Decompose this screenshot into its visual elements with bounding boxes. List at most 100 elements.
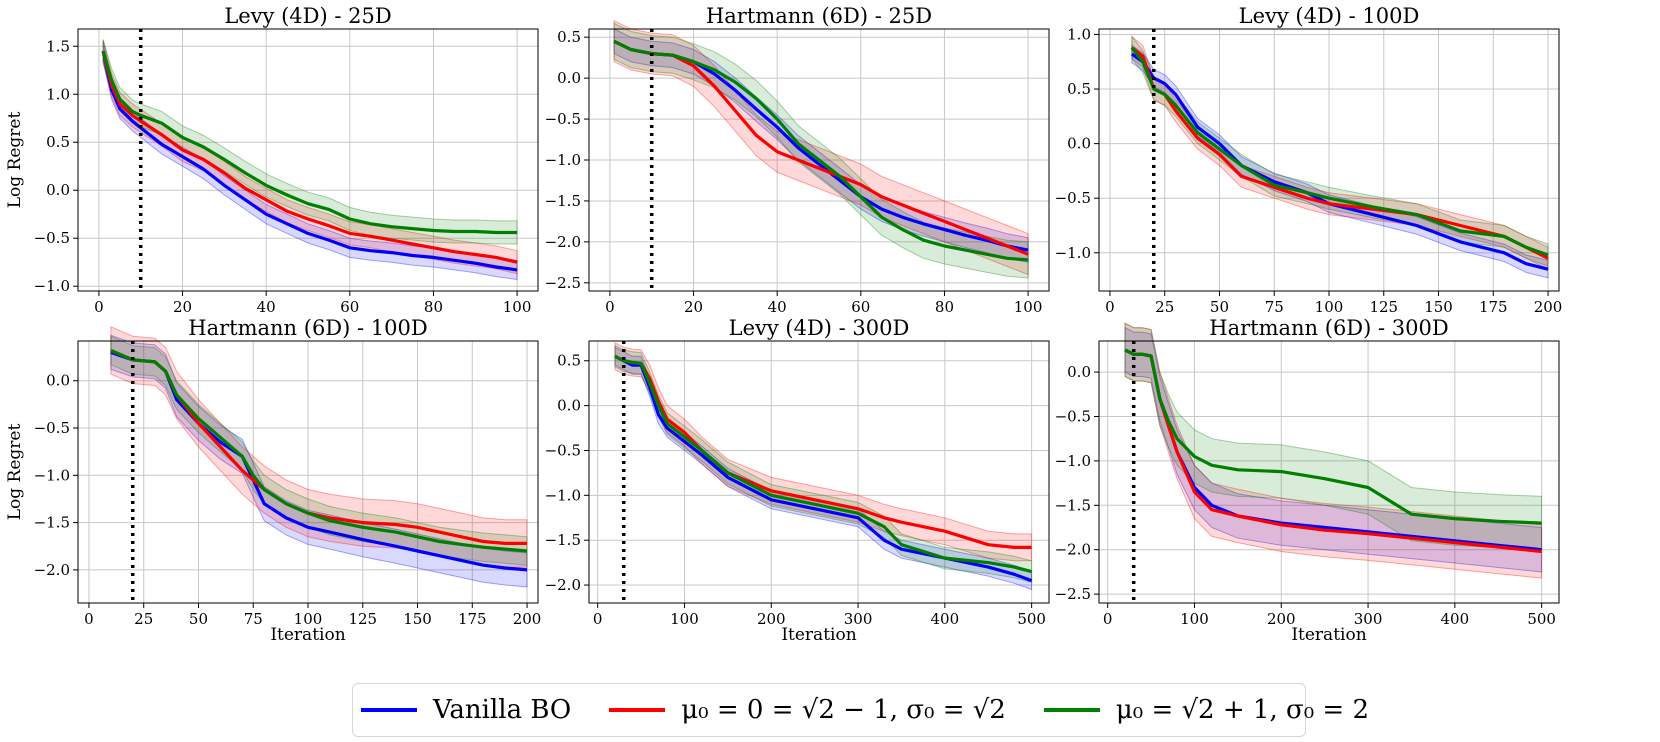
x-tick-label: 80 (424, 298, 443, 316)
y-tick-label: −0.5 (34, 229, 70, 247)
series-line-vanilla (1130, 52, 1549, 271)
y-tick-label: −1.0 (545, 151, 581, 169)
band-green (613, 22, 1029, 279)
x-tick-label: 500 (1017, 610, 1046, 628)
plot-frame (1098, 340, 1560, 604)
series-line-green (613, 39, 1029, 262)
x-axis-label: Iteration (270, 625, 345, 645)
series-line-green (614, 354, 1033, 574)
y-tick-label: −0.5 (1055, 407, 1091, 425)
x-tick-label: 0 (94, 298, 104, 316)
legend-label-vanilla: Vanilla BO (433, 695, 572, 725)
y-tick-label: −2.0 (545, 576, 581, 594)
chart-title: Hartmann (6D) - 25D (706, 4, 932, 28)
x-tick-label: 400 (931, 610, 960, 628)
x-tick-label: 100 (1315, 298, 1344, 316)
y-tick-label: −0.5 (545, 110, 581, 128)
x-tick-label: 25 (134, 610, 153, 628)
y-tick-label: −1.0 (34, 466, 70, 484)
legend: Vanilla BO μ₀ = 0 = √2 − 1, σ₀ = √2 μ₀ =… (352, 683, 1369, 737)
legend-label-red: μ₀ = 0 = √2 − 1, σ₀ = √2 (681, 695, 1006, 725)
x-tick-label: 0 (605, 298, 615, 316)
legend-swatch-red (609, 708, 666, 712)
chart-panel-5: 0 100 200 300 400 500 −2.0 −1.5 −1.0 −0.5 0.0 0.5 Le… (545, 316, 1050, 645)
series-line-green (101, 50, 518, 235)
x-tick-label: 20 (173, 298, 192, 316)
x-tick-label: 40 (768, 298, 787, 316)
chart-title: Hartmann (6D) - 300D (1209, 316, 1448, 340)
x-tick-label: 100 (503, 298, 532, 316)
x-tick-label: 150 (1424, 298, 1453, 316)
y-axis-label: Log Regret (5, 112, 25, 209)
x-tick-label: 300 (1354, 610, 1383, 628)
y-tick-label: −1.0 (545, 486, 581, 504)
x-tick-label: 75 (244, 610, 263, 628)
x-tick-label: 200 (757, 610, 786, 628)
band-red (614, 341, 1033, 562)
legend-swatch-green (1043, 708, 1100, 712)
y-tick-label: −1.0 (1055, 452, 1091, 470)
x-tick-label: 75 (1265, 298, 1284, 316)
y-tick-label: −1.0 (1055, 244, 1091, 262)
chart-panel-6: 0 100 200 300 400 500 −2.5 −2.0 −1.5 −1.0 −0.5 0.0 H… (1055, 316, 1560, 645)
x-tick-label: 125 (348, 610, 377, 628)
x-tick-label: 100 (670, 610, 699, 628)
y-tick-label: −2.5 (545, 274, 581, 292)
plot-frame (77, 28, 539, 292)
x-tick-label: 40 (257, 298, 276, 316)
legend-label-green: μ₀ = √2 + 1, σ₀ = 2 (1115, 695, 1370, 725)
y-tick-label: −0.5 (545, 441, 581, 459)
x-tick-label: 100 (294, 610, 323, 628)
series-line-vanilla (101, 50, 518, 272)
y-tick-label: 0.5 (557, 352, 581, 370)
y-tick-label: 0.5 (46, 133, 70, 151)
y-tick-label: −0.5 (34, 419, 70, 437)
legend-item-vanilla: Vanilla BO (361, 695, 571, 725)
y-tick-label: 1.0 (46, 85, 70, 103)
y-tick-label: 0.0 (1067, 363, 1091, 381)
y-tick-label: 0.0 (557, 69, 581, 87)
legend-item-red: μ₀ = 0 = √2 − 1, σ₀ = √2 (609, 695, 1006, 725)
x-axis-label: Iteration (781, 625, 856, 645)
x-tick-label: 125 (1369, 298, 1398, 316)
y-tick-label: −2.5 (1055, 585, 1091, 603)
chart-panel-3: 0 25 50 75 100 125 150 175 200 −1.0 −0.5 0.0 0.5 1.0 L… (1055, 4, 1563, 316)
x-tick-label: 100 (1180, 610, 1209, 628)
x-tick-label: 80 (935, 298, 954, 316)
legend-swatch-vanilla (361, 708, 417, 712)
chart-panel-2: 0 20 40 60 80 100 −2.5 −2.0 −1.5 −1.0 −0.5 0.0 0.5 Ha… (545, 4, 1050, 316)
x-tick-label: 60 (851, 298, 870, 316)
x-tick-label: 50 (189, 610, 208, 628)
x-tick-label: 175 (1479, 298, 1508, 316)
legend-item-green: μ₀ = √2 + 1, σ₀ = 2 (1043, 695, 1370, 725)
y-tick-label: 0.0 (46, 181, 70, 199)
chart-title: Hartmann (6D) - 100D (188, 316, 427, 340)
x-tick-label: 200 (1267, 610, 1296, 628)
x-tick-label: 0 (1105, 298, 1115, 316)
y-tick-label: 0.5 (557, 28, 581, 46)
y-tick-label: −1.5 (545, 192, 581, 210)
y-tick-label: 1.5 (46, 37, 70, 55)
series-line-green (1130, 46, 1549, 257)
x-tick-label: 300 (844, 610, 873, 628)
x-tick-label: 175 (458, 610, 487, 628)
y-tick-label: −1.5 (1055, 496, 1091, 514)
y-tick-label: 0.0 (557, 397, 581, 415)
x-tick-label: 200 (513, 610, 542, 628)
x-tick-label: 400 (1441, 610, 1470, 628)
band-green (614, 344, 1033, 584)
chart-title: Levy (4D) - 25D (224, 4, 391, 28)
chart-title: Levy (4D) - 100D (1239, 4, 1420, 28)
x-tick-label: 200 (1534, 298, 1563, 316)
x-tick-label: 25 (1155, 298, 1174, 316)
y-tick-label: 0.0 (46, 372, 70, 390)
x-tick-label: 50 (1210, 298, 1229, 316)
y-tick-label: 1.0 (1067, 25, 1091, 43)
x-tick-label: 60 (340, 298, 359, 316)
series-line-green (1124, 348, 1542, 525)
y-tick-label: 0.0 (1067, 135, 1091, 153)
y-tick-label: −2.0 (545, 233, 581, 251)
chart-title: Levy (4D) - 300D (729, 316, 910, 340)
x-tick-label: 0 (84, 610, 94, 628)
